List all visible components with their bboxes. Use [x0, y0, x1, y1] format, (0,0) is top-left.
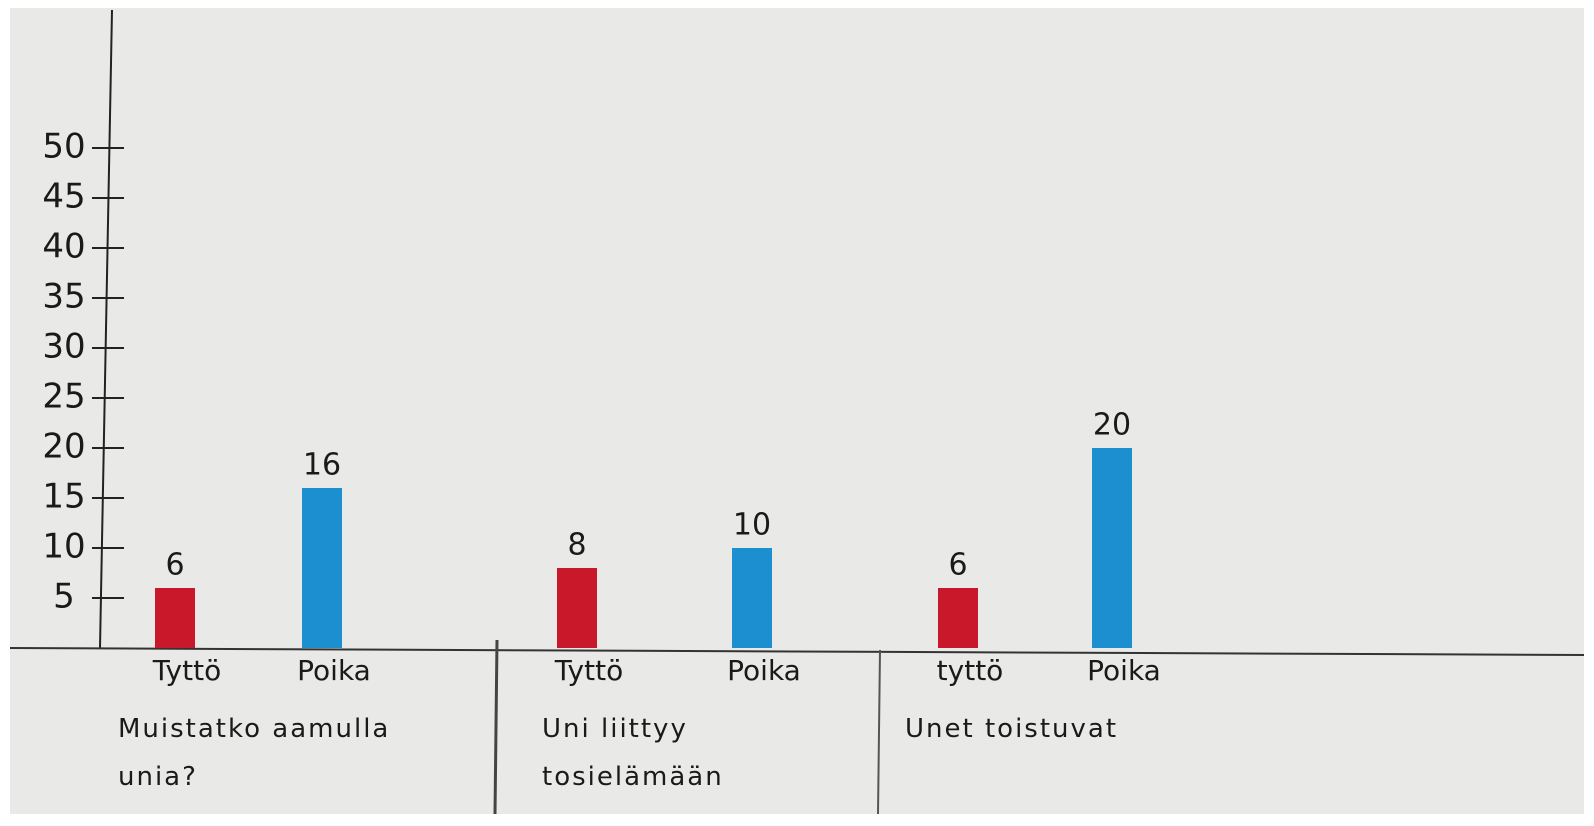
x-tick-label: Tyttö	[554, 654, 623, 687]
bar	[155, 588, 195, 648]
value-label: 16	[303, 448, 341, 483]
bar	[1092, 448, 1132, 648]
y-tick-label: 50	[42, 127, 85, 167]
value-label: 8	[567, 528, 586, 563]
value-label: 20	[1093, 408, 1131, 443]
y-tick-label: 20	[42, 427, 85, 467]
y-tick-label: 40	[42, 227, 85, 267]
y-tick-label: 25	[42, 377, 85, 417]
y-tick-label: 10	[42, 527, 85, 567]
x-tick-label: Poika	[727, 654, 801, 687]
y-axis	[99, 9, 113, 649]
y-tick-label: 30	[42, 327, 85, 367]
value-label: 10	[733, 508, 771, 543]
bar	[302, 488, 342, 648]
x-axis	[9, 647, 1585, 656]
x-tick-label: Poika	[297, 654, 371, 687]
x-tick-label: tyttö	[937, 654, 1004, 687]
y-tick-label: 45	[42, 177, 85, 217]
group-separator	[877, 649, 881, 815]
y-tick-label: 35	[42, 277, 85, 317]
group-separator	[493, 639, 499, 815]
x-tick-label: Poika	[1087, 654, 1161, 687]
group-label: Muistatko aamulla unia?	[118, 714, 391, 792]
value-label: 6	[948, 548, 967, 583]
bar	[938, 588, 978, 648]
y-tick-label: 15	[42, 477, 85, 517]
bar	[557, 568, 597, 648]
bar	[732, 548, 772, 648]
paper	[10, 8, 1584, 814]
y-tick-label: 5	[53, 577, 75, 617]
group-label: Unet toistuvat	[905, 714, 1119, 744]
x-tick-label: Tyttö	[152, 654, 221, 687]
group-label: Uni liittyy tosielämään	[542, 714, 724, 792]
value-label: 6	[165, 548, 184, 583]
